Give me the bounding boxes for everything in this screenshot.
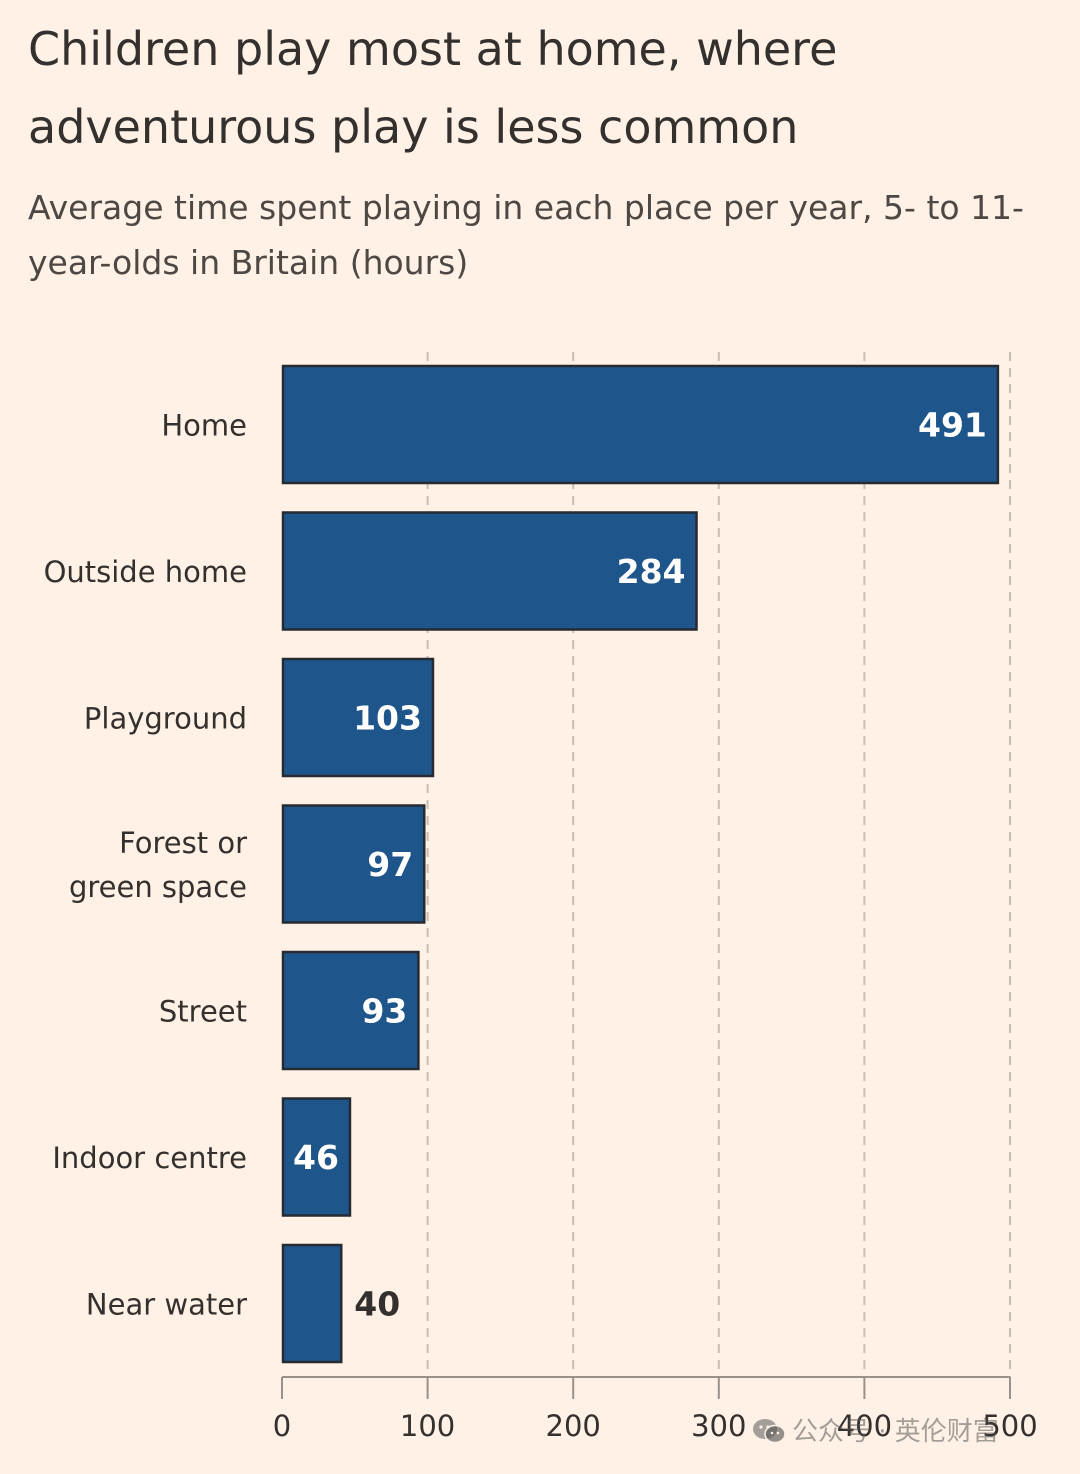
x-tick-label: 200	[546, 1409, 601, 1443]
x-tick-label: 0	[273, 1409, 291, 1443]
x-tick-label: 100	[400, 1409, 455, 1443]
bar	[281, 657, 435, 778]
bar-value-label: 491	[918, 406, 987, 445]
category-label: Home	[161, 409, 247, 443]
category-label: Indoor centre	[52, 1141, 247, 1175]
bar	[281, 1097, 352, 1217]
x-axis: 0 100 200 300 400 500	[273, 1376, 1038, 1443]
bar	[281, 950, 420, 1071]
category-label: Street	[159, 995, 247, 1029]
category-label: Playground	[84, 702, 247, 736]
bar-value-label: 97	[367, 845, 413, 884]
bar	[281, 1243, 343, 1364]
bar-value-label: 284	[617, 552, 686, 591]
x-tick-label: 300	[691, 1409, 746, 1443]
watermark: 公众号 · 英伦财富	[752, 1411, 999, 1448]
category-label: Near water	[86, 1288, 247, 1322]
bar-value-label: 46	[293, 1138, 339, 1177]
wechat-icon	[753, 1419, 786, 1444]
bar-value-label: 40	[354, 1285, 400, 1324]
chart-subtitle: Average time spent playing in each place…	[28, 188, 1024, 282]
watermark-text: 公众号 · 英伦财富	[792, 1417, 999, 1447]
bar	[281, 364, 1000, 485]
x-tick-label: 400	[837, 1409, 892, 1443]
bar	[281, 804, 426, 924]
category-labels: Home Outside home Playground Forest or green…	[44, 409, 248, 1322]
gridlines	[426, 352, 1011, 1377]
bar-value-label: 93	[361, 992, 407, 1031]
bars: 491 284 103 97 93 46 40	[281, 364, 1000, 1364]
bar-value-label: 103	[353, 699, 422, 738]
chart-title: Children play most at home, where advent…	[28, 22, 838, 154]
bar	[281, 511, 698, 631]
category-label: Outside home	[44, 555, 247, 589]
category-label: Forest or green space	[69, 826, 247, 904]
x-tick-label: 500	[982, 1409, 1037, 1443]
